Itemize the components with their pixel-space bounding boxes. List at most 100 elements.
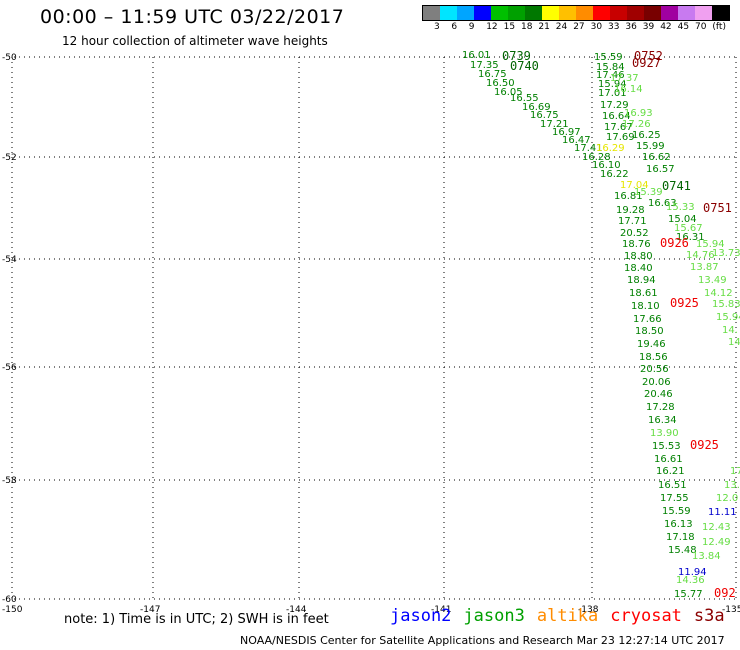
color-scale-tick: 30: [590, 22, 603, 32]
color-swatch: [508, 6, 525, 20]
legend-jason2: jason2: [390, 606, 452, 626]
wave-height-value: 20.56: [640, 364, 669, 375]
wave-height-value: 15.94: [598, 79, 627, 90]
wave-height-value: 16.50: [486, 78, 515, 89]
color-scale-ticks: 3 6 9 12 15 18 21 24 27 30 33 36 39 42 45 70 (ft): [422, 22, 740, 34]
wave-height-value: 16.13: [664, 519, 693, 530]
wave-height-value: 15.77: [674, 589, 703, 600]
latitude-label: -54: [2, 255, 17, 265]
latitude-label: -52: [2, 153, 17, 163]
color-scale-tick: 3: [434, 22, 440, 32]
wave-height-value: 16.47: [562, 135, 591, 146]
color-swatch: [610, 6, 627, 20]
wave-height-value: 17.46: [596, 70, 625, 81]
wave-height-value: 15.48: [668, 545, 697, 556]
color-scale-tick: 21: [538, 22, 550, 32]
longitude-label: -141: [431, 605, 451, 615]
wave-height-value: 15.94: [716, 312, 740, 323]
wave-height-value: 16.64: [602, 111, 631, 122]
wave-height-value: 15.84: [596, 62, 625, 73]
latitude-label: -58: [2, 476, 17, 486]
color-swatch: [525, 6, 542, 20]
page-subtitle: 12 hour collection of altimeter wave hei…: [62, 34, 328, 48]
color-swatch: [712, 6, 729, 20]
legend-cryosat: cryosat: [610, 606, 682, 626]
wave-height-value: 14.: [722, 325, 738, 336]
wave-height-value: 18.56: [639, 352, 668, 363]
wave-height-value: 19.28: [616, 205, 645, 216]
wave-height-value: 14: [728, 337, 740, 348]
wave-height-value: 18.80: [624, 251, 653, 262]
color-scale-tick: 9: [468, 22, 475, 32]
color-scale-tick: 6: [451, 22, 458, 32]
wave-height-value: 13.90: [650, 428, 679, 439]
wave-height-value: 16.01: [462, 50, 491, 61]
color-scale-tick: 27: [573, 22, 585, 32]
wave-height-value: 16.14: [614, 84, 643, 95]
color-scale-tick: 36: [625, 22, 637, 32]
wave-height-value: 16.31: [676, 232, 705, 243]
wave-height-value: 16.34: [648, 415, 677, 426]
wave-height-value: 16.51: [658, 480, 687, 491]
wave-height-value: 16.28: [582, 152, 611, 163]
longitude-label: -135: [722, 605, 740, 615]
pass-time-label: 0752: [634, 49, 663, 63]
pass-time-label: 0925: [690, 438, 719, 452]
wave-height-labels: 16.0117.3516.7516.5016.0516.5516.6916.75…: [462, 50, 740, 600]
wave-height-value: 18.61: [629, 288, 658, 299]
wave-height-value: 17.: [730, 466, 740, 477]
wave-height-value: 17.26: [622, 119, 651, 130]
color-scale-tick: 45: [677, 22, 690, 32]
wave-height-value: 16.57: [646, 164, 675, 175]
color-scale-tick: 18: [521, 22, 533, 32]
wave-height-value: 17.29: [600, 100, 629, 111]
wave-height-value: 16.69: [522, 102, 551, 113]
wave-height-value: 19.46: [637, 339, 666, 350]
wave-height-value: 18.10: [631, 301, 660, 312]
wave-height-value: 17.67: [604, 122, 633, 133]
wave-height-value: 16.75: [530, 110, 559, 121]
color-swatch: [542, 6, 559, 20]
latitude-label: -60: [2, 595, 17, 605]
wave-height-value: 16.55: [510, 93, 539, 104]
wave-height-value: 16.22: [600, 169, 629, 180]
credit-footer: NOAA/NESDIS Center for Satellite Applica…: [240, 634, 725, 647]
wave-height-value: 11.94: [678, 567, 707, 578]
color-swatch: [593, 6, 610, 20]
pass-time-label: 0927: [632, 56, 661, 70]
color-scale-tick: (ft): [712, 22, 726, 32]
color-scale-tick: 42: [660, 22, 672, 32]
pass-time-label: 092: [714, 586, 736, 600]
wave-height-value: 13.84: [692, 551, 721, 562]
color-swatch: [644, 6, 661, 20]
wave-height-value: 17.41: [574, 143, 603, 154]
wave-height-value: 16.62: [642, 152, 671, 163]
pass-time-label: 0751: [703, 201, 732, 215]
color-swatch: [474, 6, 491, 20]
latitude-label: -50: [2, 53, 17, 63]
wave-height-value: 17.37: [610, 73, 639, 84]
wave-height-value: 14.12: [704, 288, 733, 299]
wave-height-value: 16.97: [552, 127, 581, 138]
wave-height-value: 15.99: [636, 141, 665, 152]
wave-height-value: 15.59: [662, 506, 691, 517]
wave-height-value: 16.25: [632, 130, 661, 141]
wave-height-value: 15.94: [696, 239, 725, 250]
wave-height-value: 15.39: [634, 187, 663, 198]
footnote: note: 1) Time is in UTC; 2) SWH is in fe…: [64, 612, 329, 627]
color-swatch: [695, 6, 712, 20]
wave-height-value: 16.81: [614, 191, 643, 202]
pass-time-label: 0740: [510, 59, 539, 73]
legend-altika: altika: [536, 606, 599, 626]
color-scale-tick: 39: [642, 22, 655, 32]
color-swatch: [661, 6, 678, 20]
wave-height-value: 14.76: [686, 250, 715, 261]
wave-height-value: 16.05: [494, 87, 523, 98]
wave-height-value: 17.71: [618, 216, 647, 227]
longitude-label: -144: [286, 605, 307, 615]
wave-height-value: 18.94: [627, 275, 656, 286]
wave-height-value: 16.93: [624, 108, 653, 119]
wave-height-value: 11.11: [708, 507, 737, 518]
wave-height-value: 14.36: [676, 575, 705, 586]
